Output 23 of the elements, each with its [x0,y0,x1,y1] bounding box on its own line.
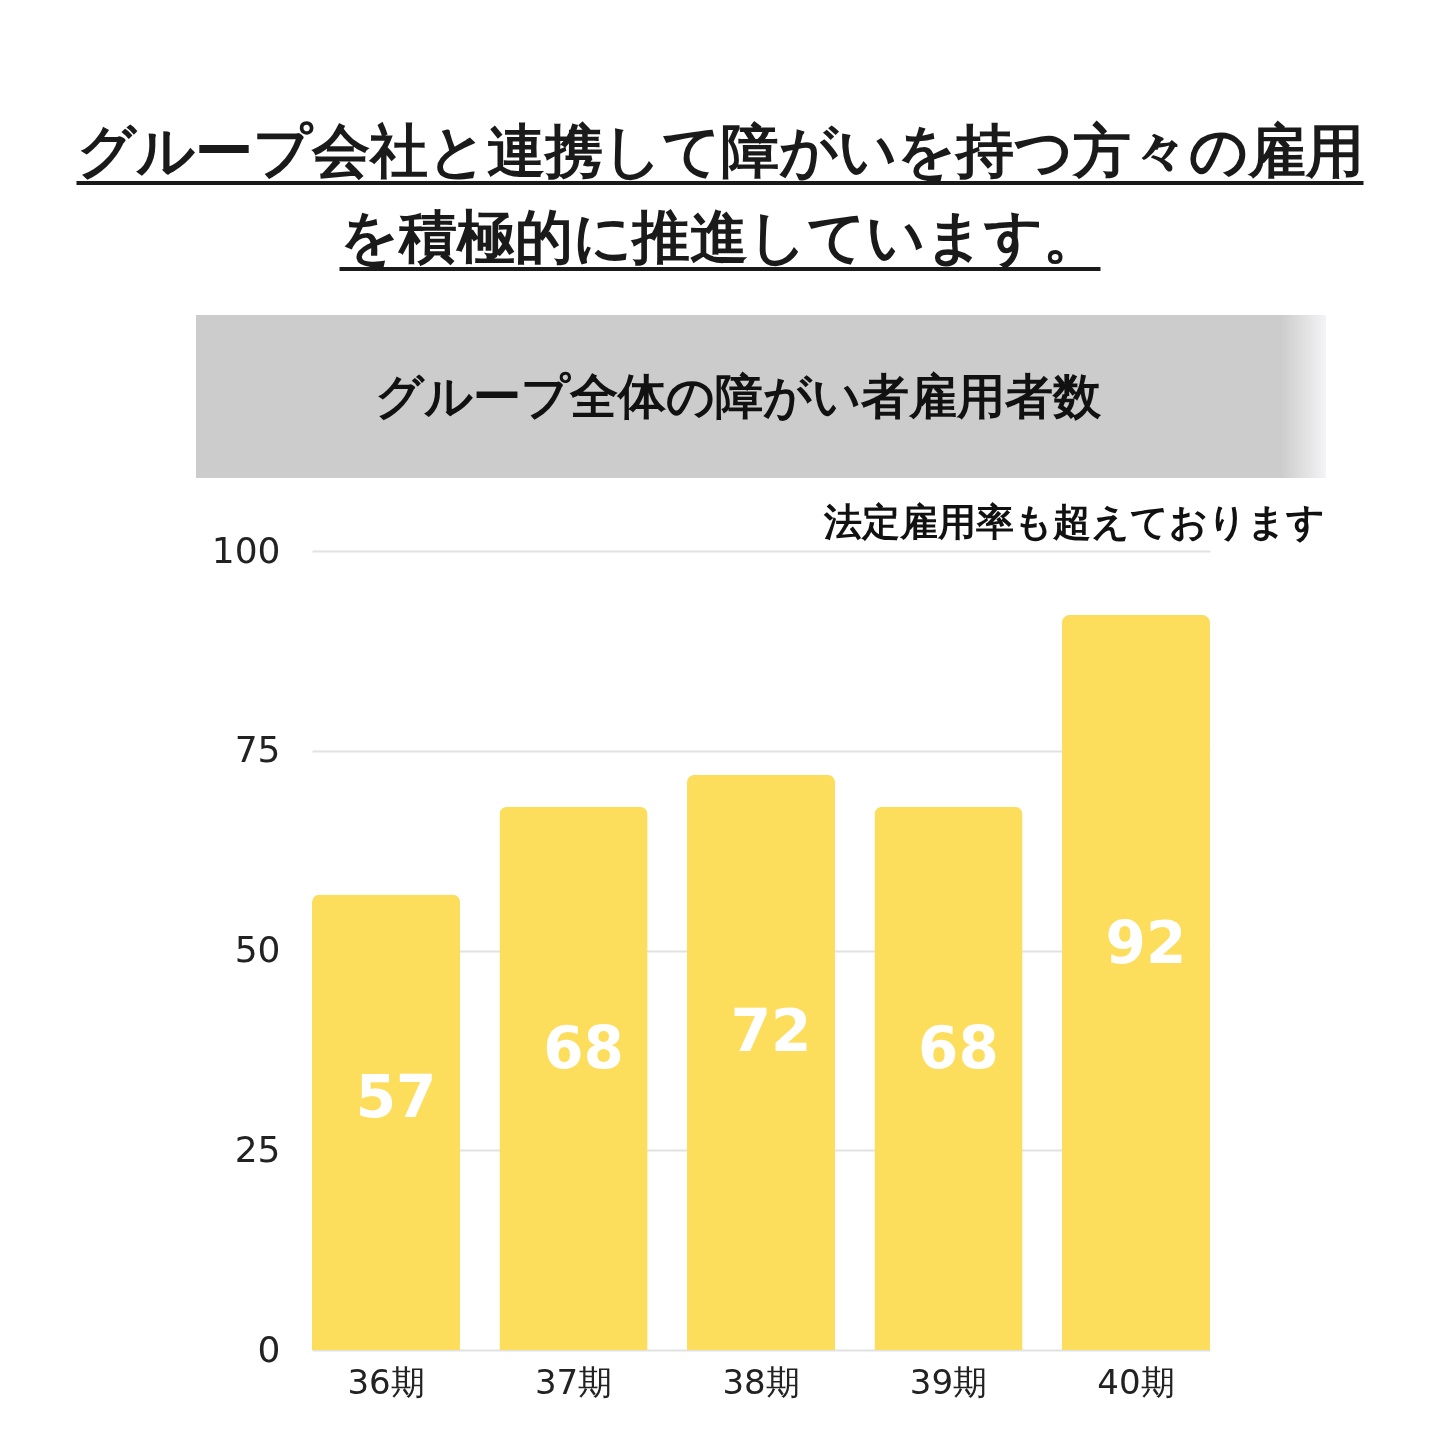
data-label: 57 [355,1062,437,1131]
x-tick-label: 40期 [1097,1361,1175,1402]
y-tick-label: 75 [234,729,281,771]
bar [312,894,461,1350]
y-tick-label: 0 [257,1328,281,1370]
data-label: 72 [730,996,812,1065]
bar [1061,614,1210,1350]
x-tick-label: 36期 [347,1361,425,1402]
data-label: 92 [1105,908,1187,977]
x-tick-label: 39期 [909,1361,988,1402]
chart-title: グループ会社と連携して障がいを持つ方々の雇用を積極的に推進しています。 [75,116,1365,273]
chart-subtitle: グループ全体の障がい者雇用者数 [374,367,1102,426]
x-tick-label: 37期 [534,1361,613,1402]
y-tick-label: 50 [234,929,281,970]
bar [874,806,1023,1350]
data-label: 68 [918,1014,999,1083]
text: 法定雇用率も超えております [824,499,1325,546]
bar [686,774,836,1350]
data-label: 68 [543,1014,624,1083]
bar [499,806,648,1350]
x-tick-label: 38期 [722,1361,800,1402]
y-tick-label: 25 [234,1128,281,1170]
y-tick-label: 100 [211,529,281,571]
